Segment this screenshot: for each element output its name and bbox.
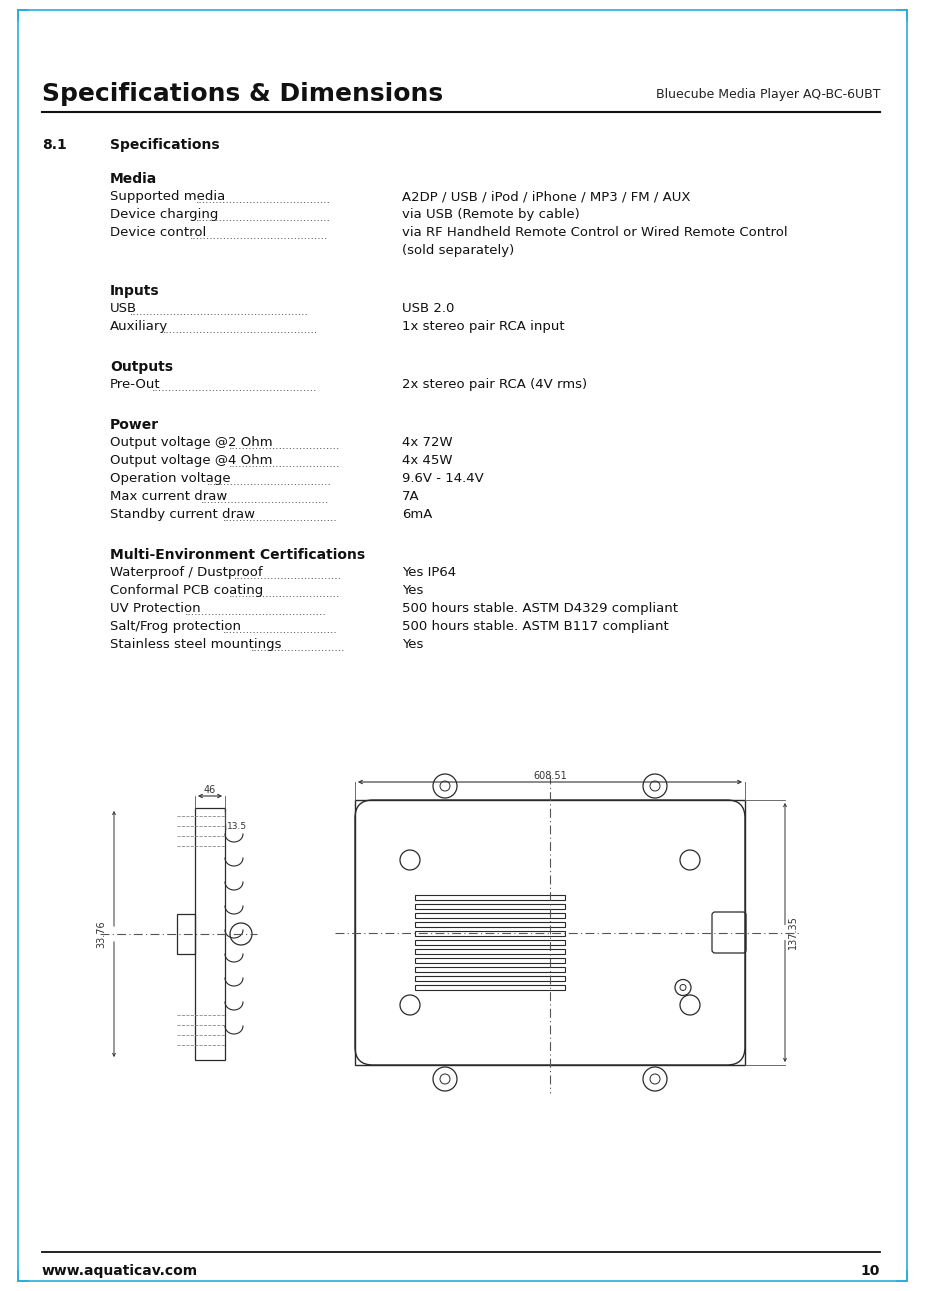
Text: Power: Power <box>110 418 159 432</box>
Text: 46: 46 <box>204 785 216 795</box>
Text: 33.76: 33.76 <box>96 920 106 948</box>
Text: .................................: ................................. <box>228 458 340 469</box>
Text: Bluecube Media Player AQ-BC-6UBT: Bluecube Media Player AQ-BC-6UBT <box>656 88 880 101</box>
Text: .........................................: ........................................… <box>191 231 328 241</box>
Bar <box>415 913 565 918</box>
Bar <box>415 958 565 963</box>
Text: Max current draw: Max current draw <box>110 491 228 503</box>
Text: Pre-Out: Pre-Out <box>110 378 161 391</box>
Text: .....................................: ..................................... <box>206 476 331 487</box>
Text: .................................: ................................. <box>228 589 340 599</box>
Text: 500 hours stable. ASTM D4329 compliant: 500 hours stable. ASTM D4329 compliant <box>402 602 678 615</box>
Text: via RF Handheld Remote Control or Wired Remote Control: via RF Handheld Remote Control or Wired … <box>402 226 787 239</box>
Text: 7A: 7A <box>402 491 420 503</box>
Text: 13.5: 13.5 <box>227 822 247 831</box>
Text: Supported media: Supported media <box>110 190 226 203</box>
Text: .....................................................: ........................................… <box>130 307 308 316</box>
Text: 2x stereo pair RCA (4V rms): 2x stereo pair RCA (4V rms) <box>402 378 587 391</box>
Text: Yes: Yes <box>402 638 424 651</box>
Text: Operation voltage: Operation voltage <box>110 473 230 485</box>
Text: .................................................: ........................................… <box>152 383 317 392</box>
Bar <box>415 976 565 981</box>
Text: Device control: Device control <box>110 226 206 239</box>
Text: Device charging: Device charging <box>110 208 218 221</box>
Bar <box>415 931 565 936</box>
Text: ..................................: .................................. <box>223 625 338 635</box>
Text: ........................................: ........................................ <box>196 195 330 205</box>
Text: Specifications & Dimensions: Specifications & Dimensions <box>42 83 443 106</box>
Bar <box>415 904 565 909</box>
Text: 6mA: 6mA <box>402 507 432 522</box>
Text: via USB (Remote by cable): via USB (Remote by cable) <box>402 208 580 221</box>
Text: Conformal PCB coating: Conformal PCB coating <box>110 584 264 596</box>
Text: ..................................: .................................. <box>223 513 338 523</box>
Bar <box>415 949 565 954</box>
Text: ..........................................: ........................................… <box>185 607 327 617</box>
Text: Output voltage @2 Ohm: Output voltage @2 Ohm <box>110 436 273 449</box>
Text: ........................................: ........................................ <box>196 213 330 223</box>
Text: 4x 45W: 4x 45W <box>402 454 452 467</box>
Text: ............................: ............................ <box>251 643 345 653</box>
Bar <box>415 967 565 972</box>
Text: Auxiliary: Auxiliary <box>110 320 168 333</box>
Text: .................................: ................................. <box>228 442 340 451</box>
Text: ................................: ................................ <box>234 571 342 581</box>
Bar <box>415 895 565 900</box>
Bar <box>195 808 225 1060</box>
Text: 137.35: 137.35 <box>788 915 798 949</box>
Text: Specifications: Specifications <box>110 138 219 152</box>
Text: Inputs: Inputs <box>110 284 160 298</box>
Text: Multi-Environment Certifications: Multi-Environment Certifications <box>110 547 365 562</box>
Text: 8.1: 8.1 <box>42 138 67 152</box>
Text: Yes IP64: Yes IP64 <box>402 565 456 578</box>
Text: (sold separately): (sold separately) <box>402 244 514 257</box>
Text: 1x stereo pair RCA input: 1x stereo pair RCA input <box>402 320 564 333</box>
Bar <box>415 922 565 927</box>
Text: USB 2.0: USB 2.0 <box>402 302 454 315</box>
Bar <box>415 985 565 990</box>
Text: www.aquaticav.com: www.aquaticav.com <box>42 1264 198 1278</box>
Text: Waterproof / Dustproof: Waterproof / Dustproof <box>110 565 263 578</box>
Text: UV Protection: UV Protection <box>110 602 201 615</box>
Text: Media: Media <box>110 172 157 186</box>
Text: 608.51: 608.51 <box>533 771 567 781</box>
Bar <box>355 800 745 1065</box>
Text: Standby current draw: Standby current draw <box>110 507 255 522</box>
Text: 4x 72W: 4x 72W <box>402 436 452 449</box>
Text: 500 hours stable. ASTM B117 compliant: 500 hours stable. ASTM B117 compliant <box>402 620 669 633</box>
Text: 10: 10 <box>860 1264 880 1278</box>
Text: Outputs: Outputs <box>110 360 173 374</box>
Text: 9.6V - 14.4V: 9.6V - 14.4V <box>402 473 484 485</box>
Text: ..............................................: ........................................… <box>163 325 318 334</box>
Text: Stainless steel mountings: Stainless steel mountings <box>110 638 281 651</box>
Text: ......................................: ...................................... <box>201 494 329 505</box>
Text: A2DP / USB / iPod / iPhone / MP3 / FM / AUX: A2DP / USB / iPod / iPhone / MP3 / FM / … <box>402 190 690 203</box>
Text: Yes: Yes <box>402 584 424 596</box>
Bar <box>415 940 565 945</box>
Bar <box>177 914 195 954</box>
Text: USB: USB <box>110 302 137 315</box>
Text: Salt/Frog protection: Salt/Frog protection <box>110 620 241 633</box>
Text: Output voltage @4 Ohm: Output voltage @4 Ohm <box>110 454 273 467</box>
